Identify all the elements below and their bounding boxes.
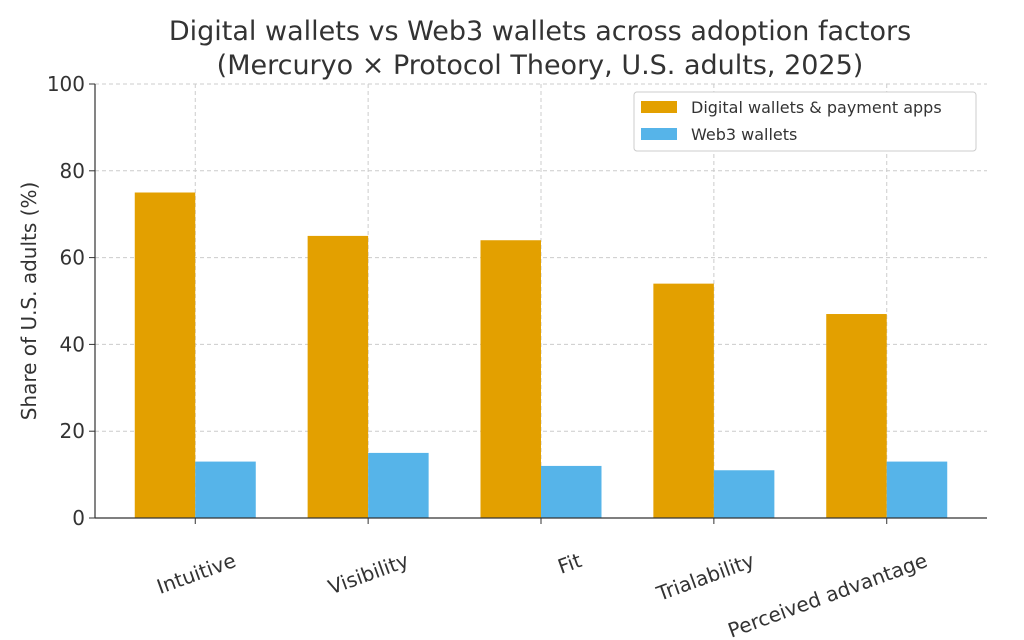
y-tick-label: 20	[60, 419, 85, 443]
x-tick-label: Perceived advantage	[725, 548, 931, 640]
bar-web3-trialability	[713, 470, 775, 518]
legend-frame	[633, 91, 977, 152]
bars	[134, 192, 948, 519]
chart-title-line-2: (Mercuryo × Protocol Theory, U.S. adults…	[217, 50, 864, 81]
bar-digital-fit	[480, 240, 541, 519]
x-tick-label: Intuitive	[154, 548, 239, 599]
bar-digital-visibility	[307, 235, 369, 518]
x-tick-label: Visibility	[325, 548, 412, 599]
y-axis-label: Share of U.S. adults (%)	[17, 182, 41, 421]
chart-title-line-1: Digital wallets vs Web3 wallets across a…	[169, 16, 911, 47]
chart-title: Digital wallets vs Web3 wallets across a…	[169, 16, 911, 81]
x-tick-label: Fit	[554, 548, 584, 579]
legend-swatch-web3	[641, 128, 677, 140]
bar-digital-perceived-advantage	[826, 314, 887, 518]
bar-web3-intuitive	[195, 461, 256, 518]
y-tick-label: 0	[72, 506, 85, 530]
legend-label-digital: Digital wallets & payment apps	[691, 98, 942, 117]
legend-swatch-digital	[641, 101, 677, 113]
y-tick-label: 80	[60, 159, 85, 183]
bar-web3-perceived-advantage	[886, 461, 948, 518]
bar-digital-intuitive	[134, 192, 196, 518]
y-tick-label: 100	[47, 72, 85, 96]
y-tick-label: 60	[60, 246, 85, 270]
x-tick-label: Trialability	[652, 548, 757, 606]
legend: Digital wallets & payment apps Web3 wall…	[633, 91, 977, 152]
bar-web3-visibility	[368, 452, 429, 518]
bar-web3-fit	[541, 465, 602, 518]
legend-label-web3: Web3 wallets	[691, 125, 797, 144]
bar-digital-trialability	[653, 283, 714, 518]
y-tick-label: 40	[60, 332, 85, 356]
